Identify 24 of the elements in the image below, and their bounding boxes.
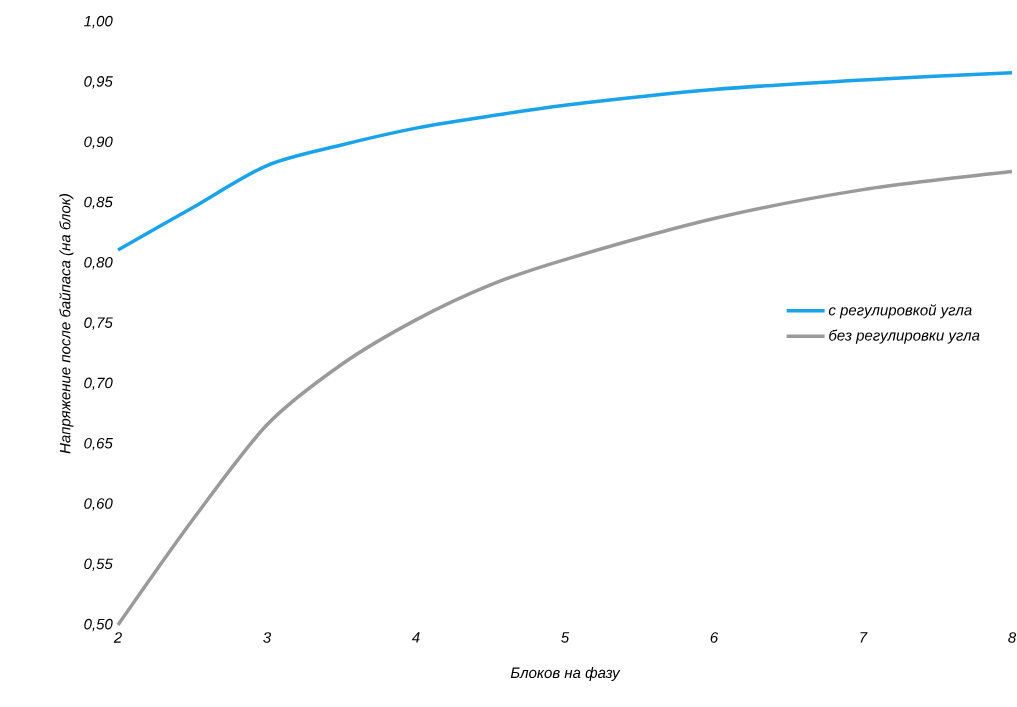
legend-label: без регулировки угла	[829, 329, 980, 344]
y-tick-label: 0,80	[84, 257, 113, 270]
x-tick-label: 6	[710, 632, 719, 643]
y-tick-label: 0,85	[84, 196, 113, 210]
x-tick-label: 5	[561, 632, 570, 643]
y-axis-title: Напряжение после байпаса (на блок)	[59, 194, 74, 454]
x-tick-label: 8	[1008, 632, 1017, 643]
x-tick-label: 4	[411, 632, 420, 643]
y-tick-label: 0,95	[84, 76, 113, 89]
line-series	[116, 169, 1014, 627]
x-tick-label: 3	[263, 632, 272, 643]
y-tick-label: 0,75	[84, 317, 113, 330]
y-tick-label: 0,70	[84, 377, 113, 390]
y-tick-label: 1,00	[84, 15, 113, 29]
x-tick-label: 2	[113, 632, 122, 643]
x-axis-title: Блоков на фазу	[510, 667, 621, 681]
line-series	[116, 70, 1014, 252]
y-tick-label: 0,65	[84, 437, 113, 451]
y-tick-label: 0,90	[84, 136, 113, 149]
y-tick-label: 0,60	[84, 498, 113, 511]
y-tick-label: 0,50	[84, 618, 113, 632]
legend-label: с регулировкой угла	[828, 304, 972, 319]
x-tick-label: 7	[860, 632, 868, 643]
y-tick-label: 0,55	[84, 558, 113, 571]
